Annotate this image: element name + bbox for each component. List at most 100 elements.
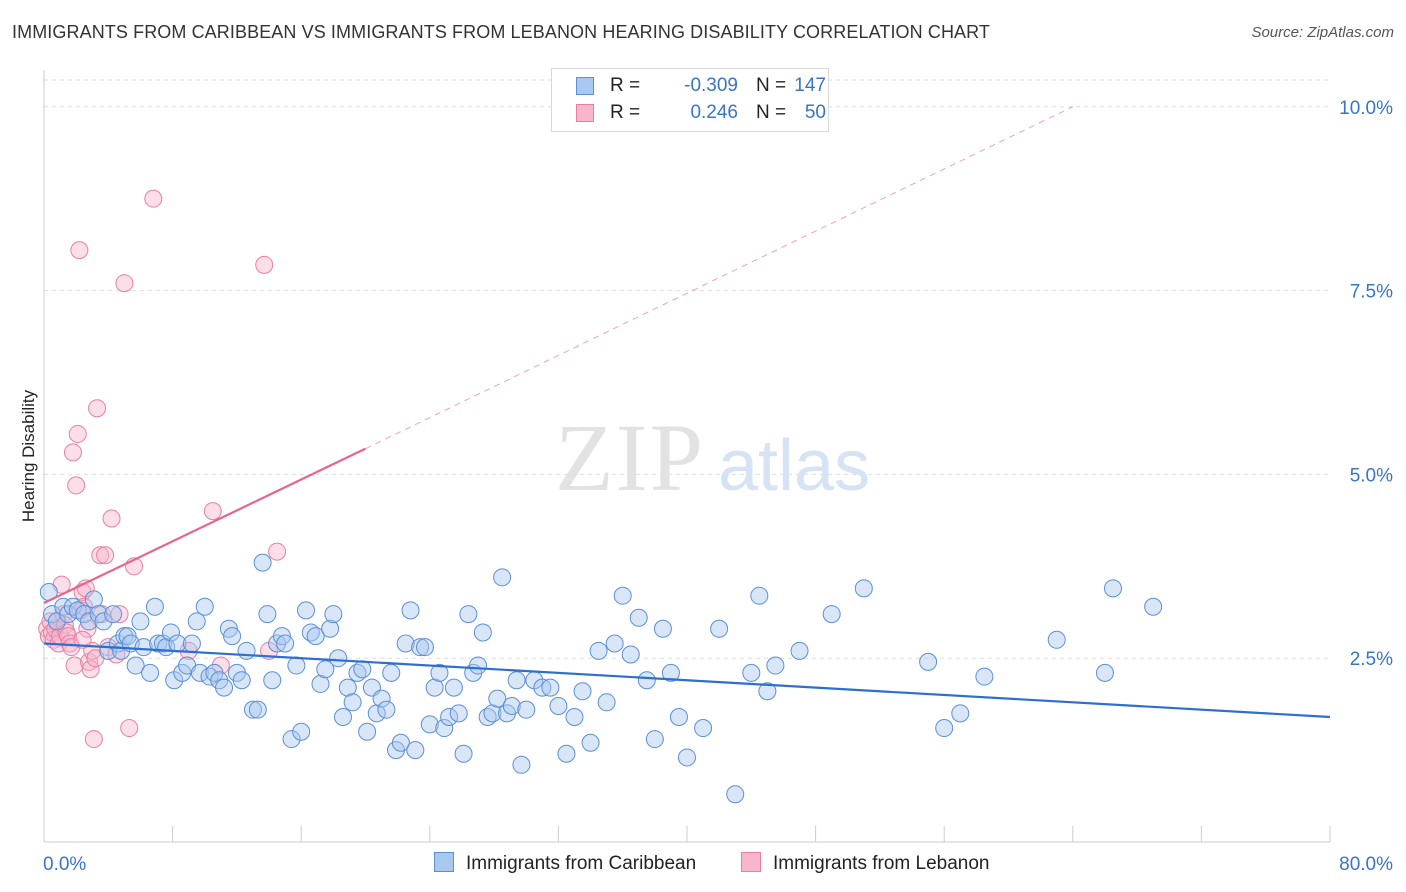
caribbean-point	[406, 741, 425, 760]
caribbean-point	[187, 612, 206, 631]
caribbean-point	[661, 663, 680, 682]
caribbean-point	[401, 601, 420, 620]
caribbean-point	[469, 656, 488, 675]
caribbean-point	[557, 744, 576, 763]
caribbean-point	[263, 671, 282, 690]
lebanon-point	[67, 476, 86, 495]
caribbean-point	[243, 700, 262, 719]
watermark-atlas: atlas	[718, 426, 870, 506]
caribbean-point	[573, 682, 592, 701]
caribbean-point	[645, 730, 664, 749]
caribbean-point	[237, 641, 256, 660]
lebanon-point	[88, 399, 107, 418]
legend-swatch-lebanon	[576, 104, 594, 122]
y-tick-label: 7.5%	[1350, 282, 1393, 303]
caribbean-point	[919, 652, 938, 671]
trend-lines	[43, 106, 1331, 719]
caribbean-point	[94, 612, 113, 631]
caribbean-point	[549, 696, 568, 715]
legend-r-value: 0.246	[690, 102, 738, 123]
caribbean-point	[372, 689, 391, 708]
caribbean-point	[444, 678, 463, 697]
caribbean-point	[377, 700, 396, 719]
watermark: ZIP atlas	[555, 404, 870, 511]
y-tick-label: 2.5%	[1350, 649, 1393, 670]
caribbean-point	[104, 605, 123, 624]
caribbean-point	[483, 704, 502, 723]
lebanon-point	[73, 630, 92, 649]
caribbean-point	[80, 612, 99, 631]
caribbean-point	[306, 627, 325, 646]
caribbean-point	[726, 785, 745, 804]
caribbean-point	[420, 715, 439, 734]
caribbean-point	[348, 663, 367, 682]
caribbean-point	[502, 696, 521, 715]
lebanon-trend-line	[43, 447, 366, 605]
x-tick-max: 80.0%	[1339, 854, 1393, 875]
caribbean-point	[182, 634, 201, 653]
legend-label-lebanon: Immigrants from Lebanon	[773, 853, 990, 874]
legend-n-label: N =	[756, 75, 787, 96]
caribbean-point	[581, 733, 600, 752]
legend-r-label: R =	[610, 102, 641, 123]
caribbean-point	[190, 663, 209, 682]
caribbean-point	[951, 704, 970, 723]
caribbean-point	[329, 649, 348, 668]
caribbean-point	[750, 586, 769, 605]
legend-n-value: 50	[804, 102, 826, 123]
caribbean-point	[316, 660, 335, 679]
caribbean-point	[321, 619, 340, 638]
chart-title: IMMIGRANTS FROM CARIBBEAN VS IMMIGRANTS …	[12, 22, 991, 42]
caribbean-point	[1095, 663, 1114, 682]
lebanon-point	[115, 274, 134, 293]
caribbean-point	[854, 579, 873, 598]
caribbean-point	[440, 708, 459, 727]
caribbean-point	[253, 553, 272, 572]
caribbean-point	[215, 678, 234, 697]
lebanon-point	[70, 241, 89, 260]
legend-swatch-caribbean	[434, 852, 454, 872]
legend-swatch-lebanon	[741, 852, 761, 872]
grid-lines: 2.5% 5.0% 7.5% 10.0%	[44, 79, 1393, 670]
caribbean-point	[195, 597, 214, 616]
caribbean-point	[396, 634, 415, 653]
lebanon-trend-extension	[365, 106, 1074, 450]
caribbean-point	[131, 612, 150, 631]
caribbean-point	[1144, 597, 1163, 616]
caribbean-point	[710, 619, 729, 638]
caribbean-point	[134, 638, 153, 657]
legend-swatch-caribbean	[576, 77, 594, 95]
caribbean-point	[678, 748, 696, 767]
legend-r-value: -0.309	[684, 75, 738, 96]
caribbean-point	[541, 678, 560, 697]
caribbean-trend-line	[43, 642, 1331, 719]
caribbean-point	[694, 719, 713, 738]
caribbean-point	[430, 663, 449, 682]
legend-r-label: R =	[610, 75, 641, 96]
caribbean-point	[248, 700, 267, 719]
caribbean-point	[629, 608, 648, 627]
correlation-legend: R = -0.309 N = 147 R = 0.246 N = 50	[551, 68, 829, 132]
lebanon-point	[62, 638, 81, 657]
lebanon-point	[110, 605, 129, 624]
lebanon-point	[81, 660, 100, 679]
caribbean-point	[790, 641, 809, 660]
caribbean-point	[488, 689, 507, 708]
caribbean-point	[145, 597, 164, 616]
y-axis-label: Hearing Disability	[19, 389, 38, 522]
lebanon-point	[78, 619, 97, 638]
lebanon-point	[268, 542, 287, 561]
caribbean-point	[297, 601, 316, 620]
caribbean-point	[367, 704, 386, 723]
caribbean-point	[493, 568, 512, 587]
y-tick-label: 10.0%	[1339, 98, 1393, 119]
caribbean-point	[311, 674, 330, 693]
caribbean-point	[822, 605, 841, 624]
caribbean-point	[478, 708, 497, 727]
caribbean-point	[63, 597, 82, 616]
caribbean-point	[935, 719, 954, 738]
caribbean-point	[669, 708, 688, 727]
caribbean-point	[507, 671, 526, 690]
caribbean-point	[232, 671, 251, 690]
caribbean-point	[411, 638, 430, 657]
